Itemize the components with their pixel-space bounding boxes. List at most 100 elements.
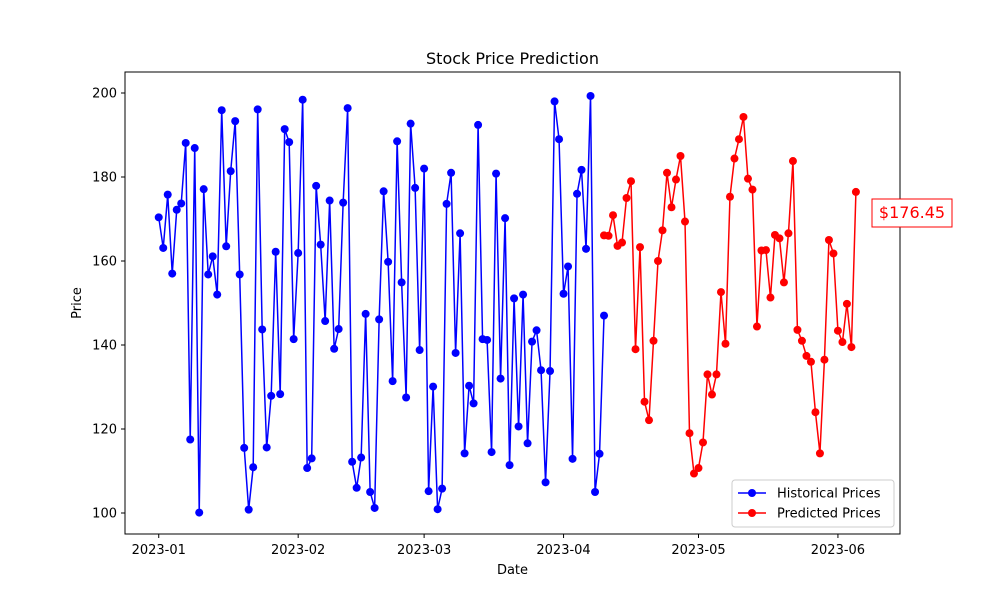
data-point-historical-prices [280, 125, 289, 134]
data-point-predicted-prices [779, 278, 788, 287]
data-point-historical-prices [244, 505, 253, 514]
data-point-predicted-prices [806, 357, 815, 366]
data-point-historical-prices [348, 457, 357, 466]
data-point-historical-prices [456, 229, 465, 238]
data-point-historical-prices [240, 443, 249, 452]
data-point-predicted-prices [842, 299, 851, 308]
data-point-historical-prices [420, 164, 429, 173]
data-point-predicted-prices [645, 416, 654, 425]
x-tick-label: 2023-02 [271, 543, 325, 558]
data-point-predicted-prices [707, 390, 716, 399]
data-point-historical-prices [375, 315, 384, 324]
x-tick-label: 2023-06 [811, 543, 865, 558]
data-point-historical-prices [316, 240, 325, 249]
data-point-predicted-prices [627, 177, 636, 186]
data-point-historical-prices [195, 508, 204, 517]
data-point-historical-prices [325, 196, 334, 205]
data-point-historical-prices [249, 463, 258, 472]
price-annotation: $176.45 [871, 198, 953, 228]
data-point-historical-prices [474, 120, 483, 129]
data-point-predicted-prices [640, 397, 649, 406]
data-point-predicted-prices [829, 249, 838, 258]
data-point-historical-prices [334, 325, 343, 334]
data-point-historical-prices [361, 309, 370, 318]
data-point-predicted-prices [743, 174, 752, 183]
data-point-predicted-prices [748, 185, 757, 194]
data-point-historical-prices [406, 119, 415, 128]
data-point-predicted-prices [730, 154, 739, 163]
legend-marker-predicted [748, 509, 756, 517]
data-point-predicted-prices [631, 345, 640, 354]
data-point-historical-prices [267, 391, 276, 400]
data-point-predicted-prices [672, 175, 680, 184]
data-point-historical-prices [438, 484, 447, 493]
data-point-predicted-prices [820, 355, 829, 364]
data-point-predicted-prices [851, 187, 860, 196]
data-point-historical-prices [199, 185, 208, 194]
data-point-historical-prices [181, 138, 190, 147]
data-point-historical-prices [496, 374, 505, 383]
data-point-predicted-prices [667, 203, 676, 212]
data-point-predicted-prices [725, 192, 734, 201]
data-point-historical-prices [294, 249, 303, 258]
data-point-historical-prices [208, 252, 217, 261]
legend-marker-historical [748, 489, 756, 497]
y-axis-label: Price [70, 287, 85, 319]
data-point-historical-prices [433, 505, 442, 514]
x-tick-label: 2023-04 [536, 543, 590, 558]
data-point-predicted-prices [824, 236, 833, 244]
data-point-historical-prices [303, 464, 312, 473]
data-point-historical-prices [163, 190, 172, 199]
series-historical-prices [154, 91, 609, 517]
data-point-predicted-prices [721, 339, 730, 348]
data-point-historical-prices [537, 366, 546, 375]
data-point-historical-prices [577, 165, 586, 174]
data-point-predicted-prices [802, 351, 811, 360]
data-point-historical-prices [172, 205, 181, 214]
data-point-historical-prices [523, 439, 532, 448]
data-point-historical-prices [555, 135, 564, 144]
data-point-historical-prices [366, 488, 375, 496]
data-point-historical-prices [190, 144, 199, 153]
data-point-historical-prices [501, 214, 510, 223]
data-point-historical-prices [231, 117, 240, 126]
data-point-predicted-prices [618, 238, 627, 247]
data-point-historical-prices [447, 168, 456, 177]
data-point-historical-prices [528, 337, 537, 346]
data-point-predicted-prices [689, 469, 698, 478]
data-point-historical-prices [384, 257, 393, 266]
data-point-predicted-prices [681, 217, 689, 226]
data-point-historical-prices [388, 377, 397, 386]
data-point-historical-prices [469, 399, 478, 408]
data-point-predicted-prices [784, 229, 793, 238]
data-point-historical-prices [289, 335, 298, 344]
data-point-historical-prices [235, 270, 244, 279]
data-point-predicted-prices [797, 336, 806, 345]
data-point-historical-prices [379, 187, 388, 196]
series-layer [154, 91, 860, 517]
data-point-historical-prices [564, 262, 573, 271]
data-point-historical-prices [159, 243, 168, 252]
data-point-predicted-prices [609, 211, 618, 220]
data-point-predicted-prices [739, 112, 748, 121]
data-point-predicted-prices [658, 226, 667, 235]
data-point-predicted-prices [703, 370, 712, 379]
data-point-predicted-prices [793, 325, 802, 334]
data-point-historical-prices [343, 104, 352, 113]
annotation-text: $176.45 [879, 203, 945, 222]
data-point-historical-prices [226, 167, 235, 176]
data-point-historical-prices [258, 325, 267, 334]
data-point-historical-prices [550, 97, 559, 106]
data-point-predicted-prices [622, 194, 631, 202]
data-point-historical-prices [262, 443, 271, 452]
x-tick-label: 2023-01 [132, 543, 186, 558]
data-point-predicted-prices [734, 135, 743, 144]
legend: Historical Prices Predicted Prices [731, 479, 895, 528]
data-point-historical-prices [397, 278, 406, 287]
data-point-predicted-prices [636, 243, 645, 252]
data-point-predicted-prices [811, 408, 820, 417]
data-point-historical-prices [271, 247, 280, 256]
data-point-historical-prices [600, 311, 609, 320]
